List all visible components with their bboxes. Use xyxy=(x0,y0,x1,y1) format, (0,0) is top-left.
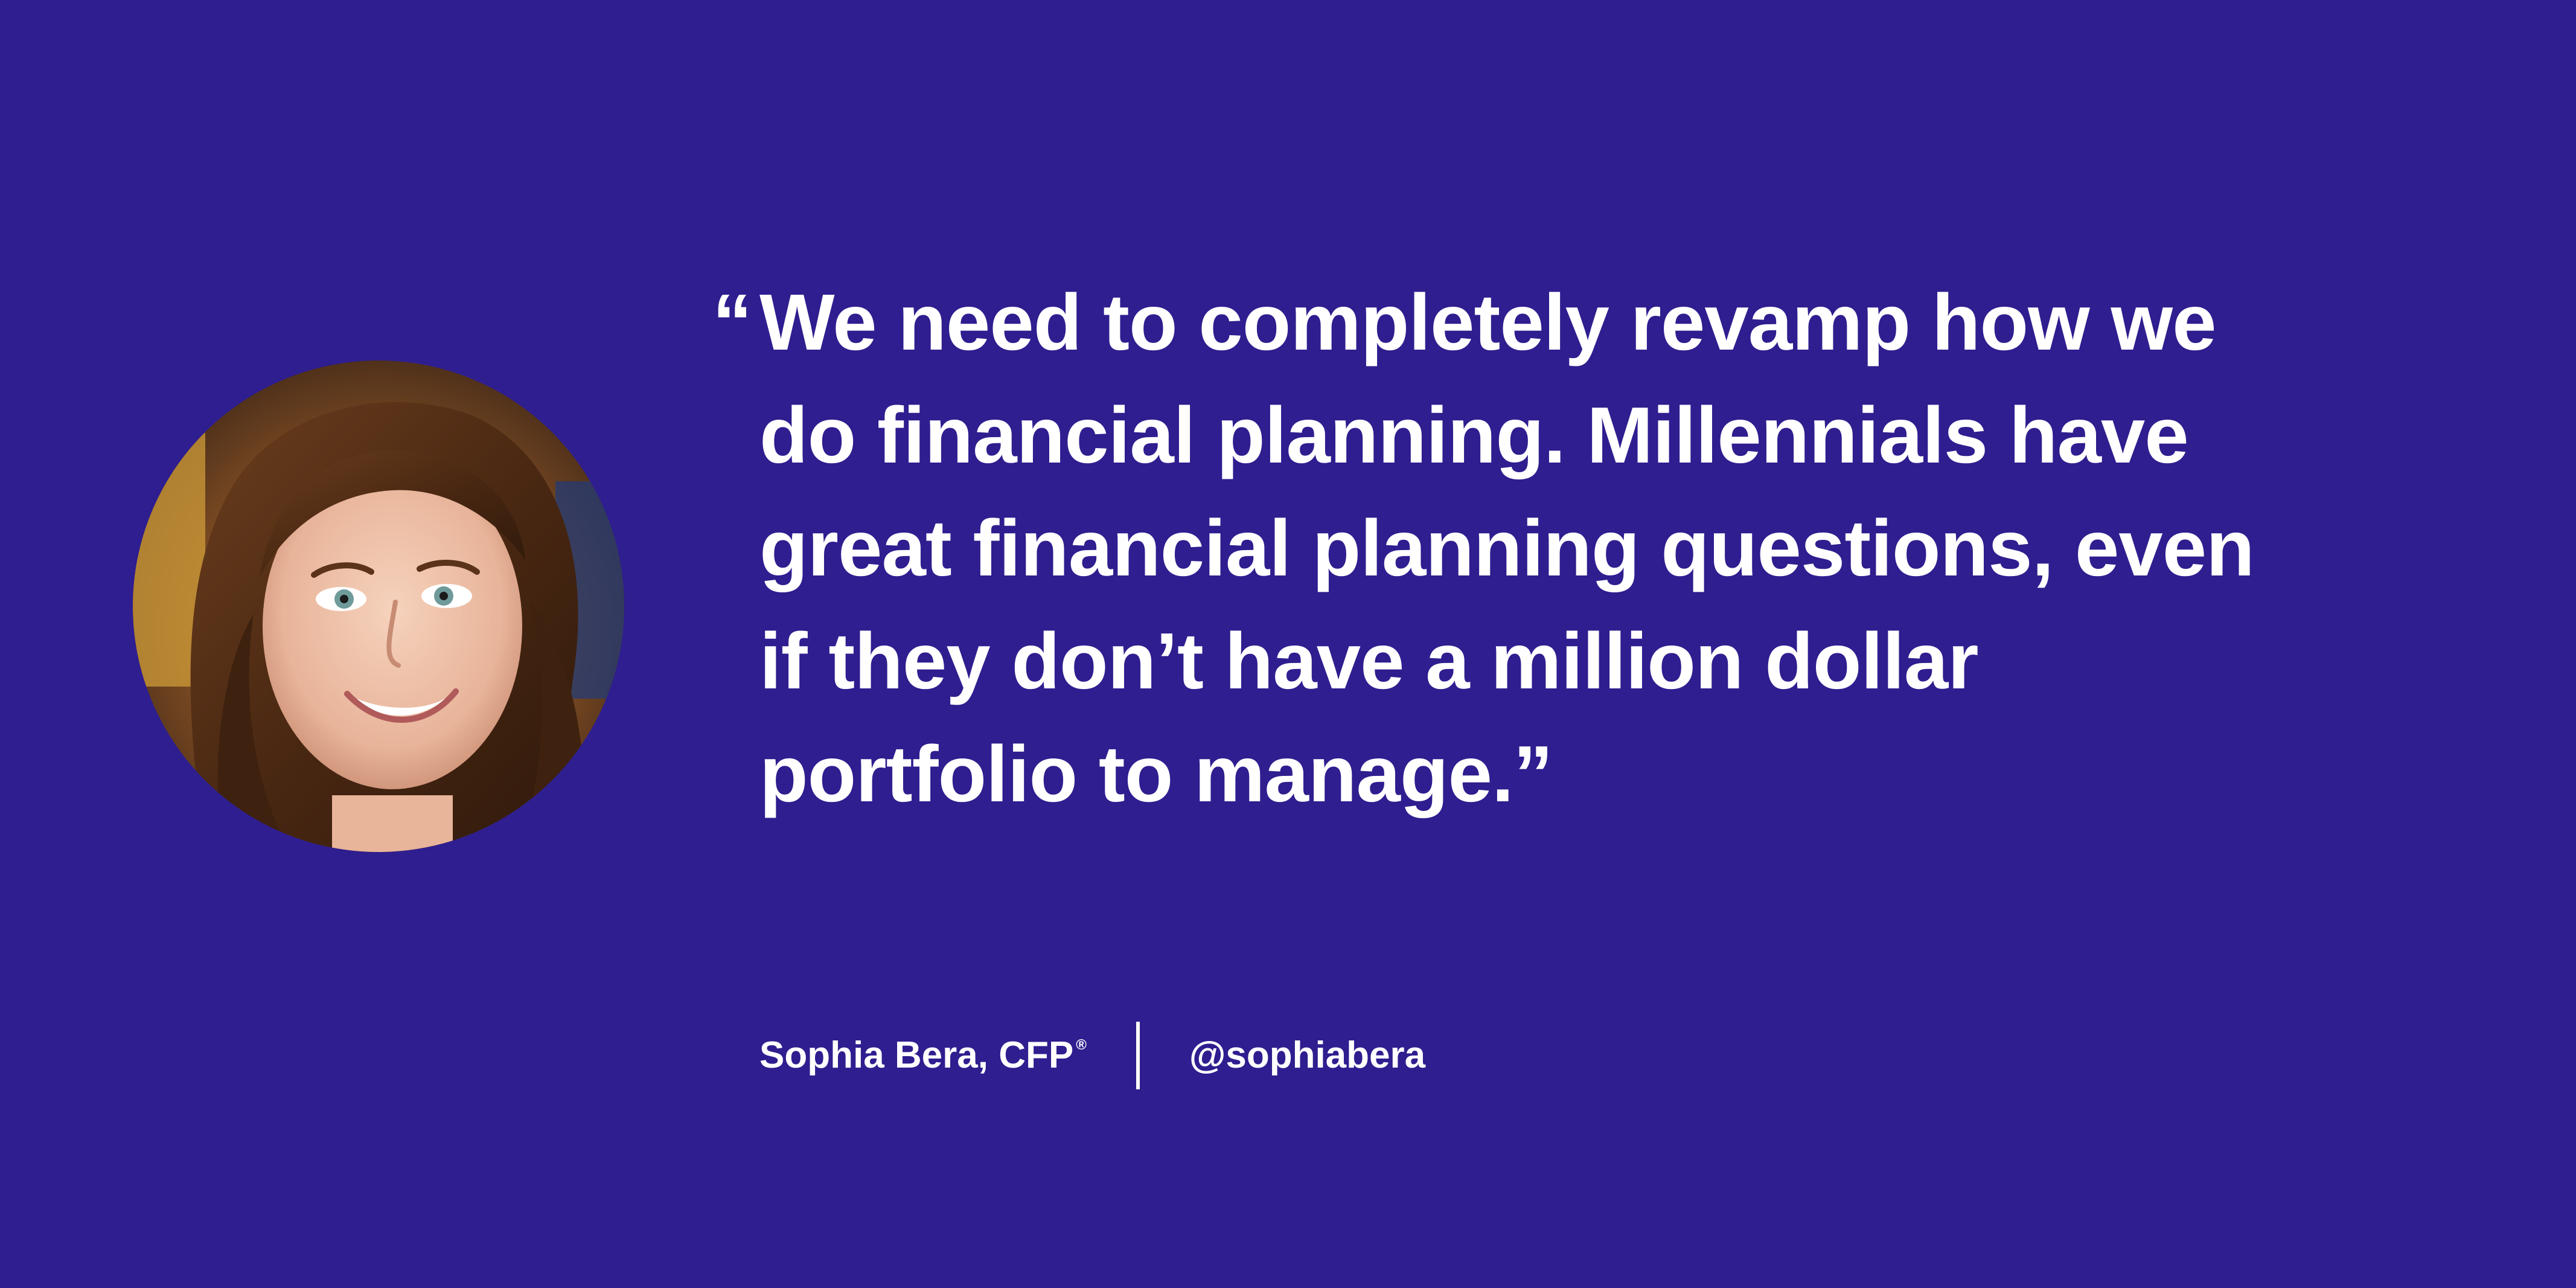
author-name-text: Sophia Bera, CFP xyxy=(759,1034,1074,1076)
quote-line: portfolio to manage.” xyxy=(759,729,1553,818)
quote-line: if they don’t have a million dollar xyxy=(759,617,1979,705)
quote-line: do financial planning. Millennials have xyxy=(759,391,2189,479)
attribution-divider xyxy=(1136,1021,1140,1089)
quote-line: great financial planning questions, even xyxy=(759,504,2255,592)
open-quote-mark: “ xyxy=(712,278,752,367)
quote-line-text: We need to completely revamp how we xyxy=(759,278,2217,367)
author-name: Sophia Bera, CFP ® xyxy=(759,1034,1087,1077)
quote-text: “We need to completely revamp how we do … xyxy=(712,266,2433,830)
quote-line: “We need to completely revamp how we xyxy=(712,266,2433,379)
registered-mark: ® xyxy=(1076,1037,1087,1053)
author-photo xyxy=(133,360,624,852)
attribution: Sophia Bera, CFP ® @sophiabera xyxy=(759,1020,1425,1090)
portrait-photo-icon xyxy=(133,360,624,852)
author-handle: @sophiabera xyxy=(1189,1034,1426,1076)
